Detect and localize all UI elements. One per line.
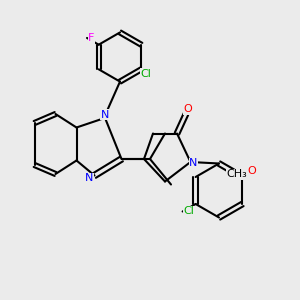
Text: CH₃: CH₃ [227,169,248,179]
Text: Cl: Cl [183,206,194,217]
Text: F: F [88,33,95,43]
Text: O: O [183,104,192,115]
Text: N: N [189,158,198,169]
Text: N: N [85,173,93,184]
Text: Cl: Cl [140,69,151,79]
Text: O: O [248,166,256,176]
Text: N: N [101,110,109,120]
